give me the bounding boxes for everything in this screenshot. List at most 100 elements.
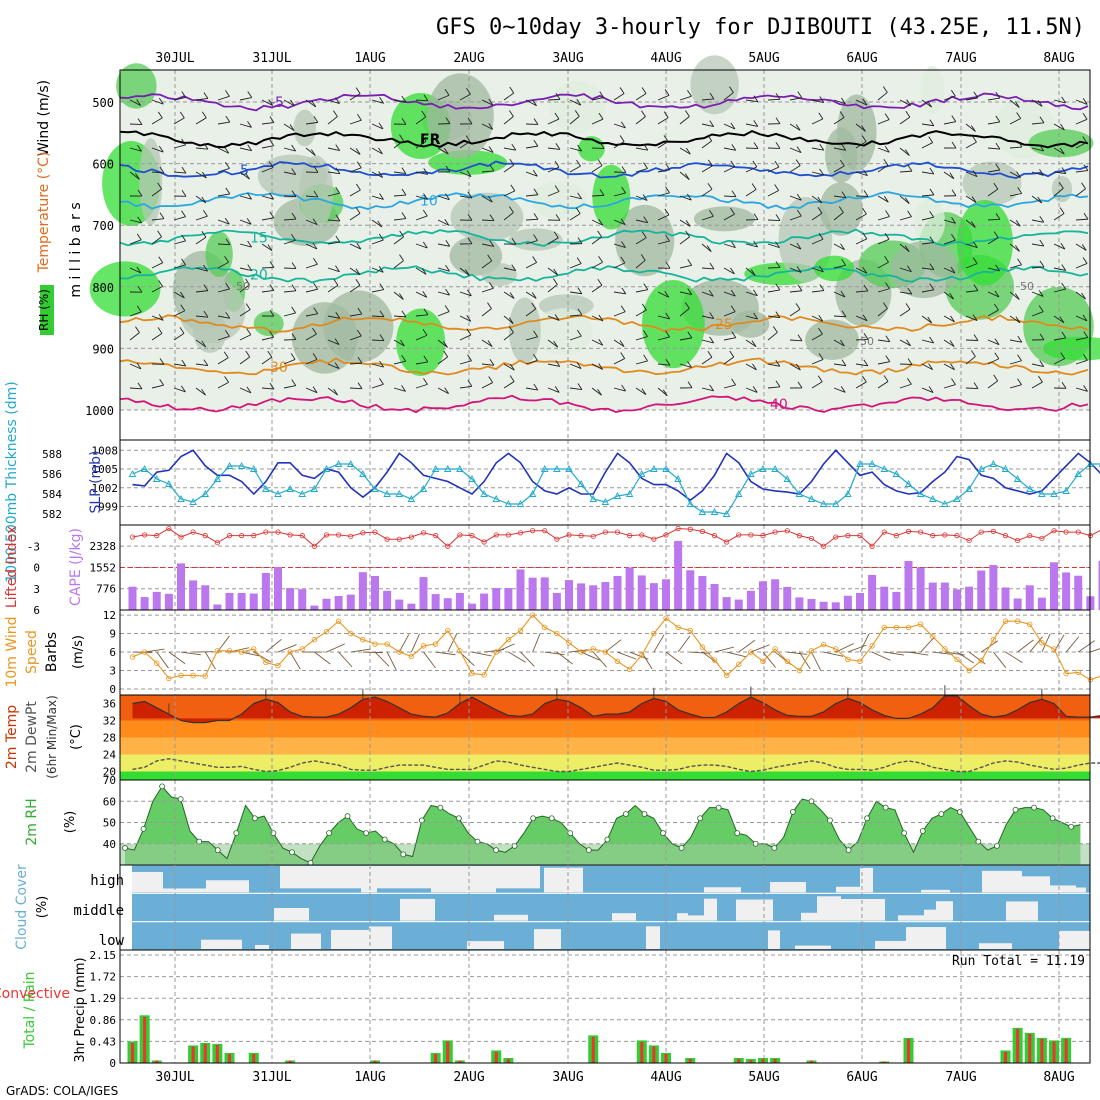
thickness-point bbox=[904, 480, 913, 487]
wind-barb-flag bbox=[487, 302, 492, 309]
wind-barb-flag bbox=[995, 264, 1001, 272]
wind-barb-flag bbox=[641, 87, 647, 94]
wind-barb bbox=[657, 117, 669, 125]
wind-barb-flag bbox=[312, 327, 317, 335]
wind-barb-flag bbox=[818, 314, 824, 322]
wind-barb-flag bbox=[246, 386, 252, 394]
thickness-point bbox=[286, 485, 294, 492]
wind-barb-flag bbox=[643, 162, 648, 169]
wind-barb bbox=[261, 217, 274, 221]
wind-barb-flag bbox=[181, 234, 186, 242]
wind-barb-flag bbox=[179, 111, 185, 119]
wind-barb-flag bbox=[729, 350, 735, 358]
wind-barb bbox=[617, 651, 637, 660]
wind-barb bbox=[195, 215, 208, 221]
wind-barb bbox=[261, 195, 274, 200]
wind-barb-flag bbox=[1038, 305, 1044, 312]
wind-barb bbox=[217, 121, 230, 125]
rh-point bbox=[548, 815, 555, 822]
wind-speed-point bbox=[372, 641, 378, 647]
wind-barb-flag bbox=[929, 283, 935, 291]
wind-barb bbox=[283, 171, 296, 175]
wind-barb-flag bbox=[1083, 331, 1089, 338]
wind-barb-flag bbox=[994, 303, 999, 311]
wind-speed-point bbox=[857, 658, 863, 664]
wind-barb-flag bbox=[203, 359, 209, 366]
wind-barb bbox=[591, 339, 603, 346]
precip-convective-bar bbox=[1004, 1051, 1007, 1063]
wind-barb-flag bbox=[994, 352, 1000, 359]
wind-barb bbox=[195, 290, 208, 293]
wind-barb bbox=[701, 243, 712, 253]
wind-barb-flag bbox=[620, 218, 626, 225]
wind-barb-flag bbox=[466, 315, 472, 322]
wind-barb bbox=[283, 99, 295, 107]
cape-bar bbox=[819, 601, 828, 610]
li-point bbox=[251, 533, 257, 539]
wind-barb bbox=[679, 95, 692, 101]
wind-barb-flag bbox=[1038, 375, 1043, 383]
wind-barb bbox=[305, 387, 318, 394]
wind-barb-flag bbox=[972, 170, 978, 177]
wind-barb-flag bbox=[224, 217, 230, 225]
li-point bbox=[263, 529, 269, 535]
wind-barb bbox=[745, 267, 756, 276]
wind-barb bbox=[481, 147, 494, 153]
thickness-point bbox=[128, 470, 137, 477]
wind-barb bbox=[349, 189, 361, 197]
precip-convective-bar bbox=[215, 1044, 219, 1063]
wind-barb-flag bbox=[313, 166, 319, 173]
wind-barb-flag bbox=[509, 110, 514, 117]
top-date-label: 4AUG bbox=[650, 51, 681, 66]
wind-barb bbox=[393, 387, 406, 392]
wind-barb bbox=[217, 288, 230, 293]
wind-barb bbox=[855, 363, 868, 367]
wind-barb-flag bbox=[665, 186, 670, 194]
wind-barb-flag bbox=[838, 206, 844, 213]
wind-barb bbox=[481, 363, 494, 366]
wind-barb bbox=[173, 216, 186, 221]
cloud-fraction-bar bbox=[979, 943, 1012, 949]
wind-barb-flag bbox=[554, 314, 560, 321]
wind-barb bbox=[253, 651, 272, 663]
wind-barb-flag bbox=[665, 262, 671, 269]
wind-barb bbox=[1009, 264, 1022, 269]
wind-barb-flag bbox=[378, 233, 384, 241]
wind-barb-flag bbox=[684, 302, 690, 309]
wind-barb bbox=[591, 261, 603, 269]
wind-barb bbox=[371, 289, 384, 293]
temperature-tick-label: 32 bbox=[103, 715, 116, 728]
wind-barb-flag bbox=[577, 237, 583, 244]
wind-barb-flag bbox=[950, 266, 956, 274]
wind-barb bbox=[811, 238, 824, 245]
wind-barb bbox=[437, 387, 449, 395]
wind-barb bbox=[415, 243, 428, 249]
cape-bar bbox=[310, 605, 319, 610]
wind-barb bbox=[569, 387, 582, 390]
thickness-point bbox=[395, 490, 404, 497]
wind-barb-flag bbox=[752, 160, 758, 168]
wind-barb bbox=[415, 361, 428, 365]
wind-barb bbox=[855, 213, 867, 221]
top-date-label: 1AUG bbox=[354, 51, 385, 66]
wind-barb bbox=[679, 147, 691, 155]
wind-barb-flag bbox=[511, 143, 517, 151]
wind-barb bbox=[635, 259, 646, 269]
cloud-fraction-bar bbox=[1006, 901, 1038, 921]
cape-bar bbox=[164, 593, 173, 610]
rh-blob bbox=[1028, 128, 1094, 158]
wind-barb-flag bbox=[662, 389, 668, 396]
wind-barb-flag bbox=[423, 94, 429, 102]
wind-barb bbox=[327, 147, 340, 152]
cape-bar bbox=[589, 585, 598, 610]
cape-bar bbox=[128, 586, 137, 610]
cape-bar bbox=[674, 540, 683, 610]
isotherm-label: FR bbox=[420, 132, 441, 148]
precip-tick-label: 1.72 bbox=[90, 971, 117, 984]
wind-barb bbox=[1075, 359, 1088, 365]
precip-convective-bar bbox=[761, 1058, 765, 1063]
wind-barb-flag bbox=[225, 162, 230, 169]
wind-barb-flag bbox=[950, 315, 955, 323]
wind-barb bbox=[613, 358, 625, 365]
wind-barb bbox=[1009, 219, 1021, 227]
